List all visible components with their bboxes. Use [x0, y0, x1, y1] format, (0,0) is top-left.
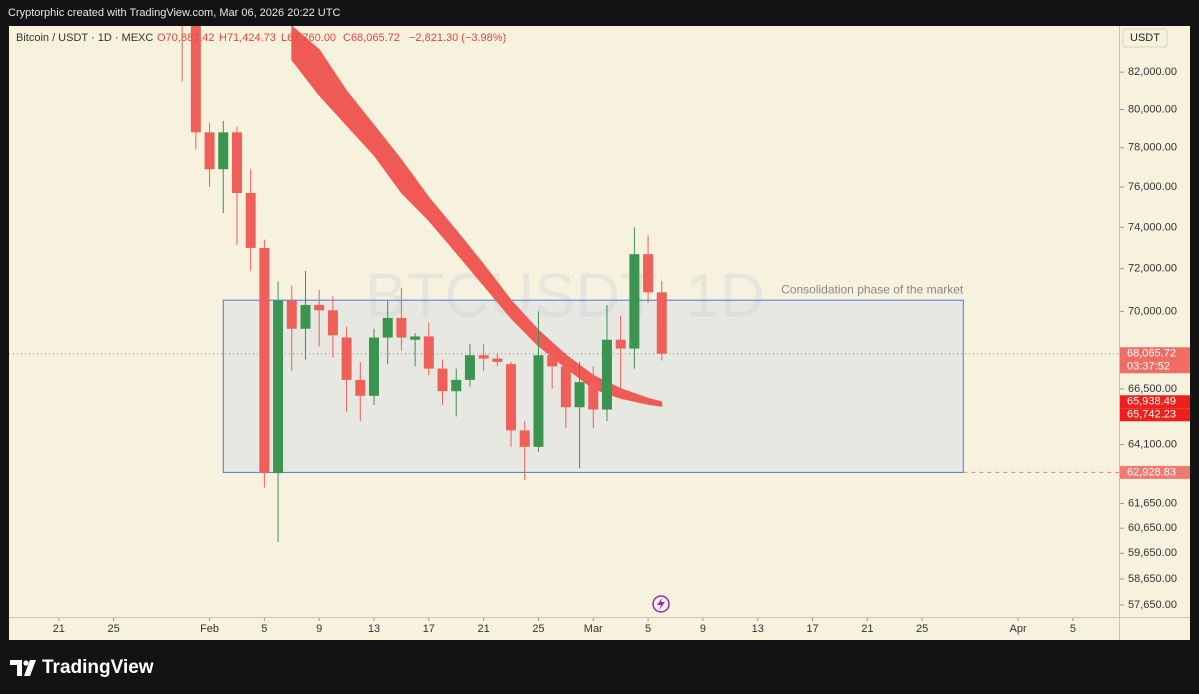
time-axis	[9, 618, 1190, 640]
candle-body	[245, 193, 256, 248]
x-tick-label: 5	[645, 623, 651, 635]
candle-body	[231, 132, 242, 194]
brand: TradingView	[42, 657, 154, 678]
y-tick-label: 64,100.00	[1128, 438, 1177, 450]
candle-body	[300, 304, 311, 329]
candle-body	[492, 358, 503, 362]
candle-body	[629, 254, 640, 349]
candle-body	[560, 366, 571, 408]
candle-body	[190, 26, 201, 133]
y-tick-label: 60,650.00	[1128, 522, 1177, 534]
price-marker-label: 65,742.23	[1127, 409, 1176, 421]
candle-body	[656, 292, 667, 354]
candle-body	[519, 430, 530, 447]
ohlc-close: C68,065.72	[343, 32, 400, 44]
price-marker	[1120, 408, 1190, 422]
y-tick-label: 70,000.00	[1128, 305, 1177, 317]
x-tick-label: 25	[108, 623, 120, 635]
candle-body	[601, 339, 612, 410]
candle-body	[382, 317, 393, 338]
x-tick-label: Feb	[200, 623, 219, 635]
candle-body	[410, 336, 421, 340]
ohlc-change: −2,821.30 (−3.98%)	[409, 32, 506, 44]
candle-body	[423, 336, 434, 369]
currency-box	[1122, 28, 1168, 48]
x-tick-label: 13	[368, 623, 380, 635]
candle-body	[547, 355, 558, 367]
caption: Cryptorphic created with TradingView.com…	[8, 7, 340, 19]
candle-body	[615, 339, 626, 349]
candle-body	[588, 382, 599, 410]
y-tick-label: 76,000.00	[1128, 181, 1177, 193]
candle-body	[314, 304, 325, 311]
y-tick-label: 78,000.00	[1128, 142, 1177, 154]
candle-body	[286, 300, 297, 329]
ohlc-low: L67,760.00	[281, 32, 336, 44]
x-tick-label: 5	[1070, 623, 1076, 635]
event-icon-bolt	[657, 598, 665, 610]
candle-body	[464, 355, 475, 380]
x-tick-label: 25	[532, 623, 544, 635]
candle-body	[273, 300, 284, 474]
candle-body	[396, 317, 407, 338]
y-tick-label: 57,650.00	[1128, 599, 1177, 611]
y-tick-label: 66,500.00	[1128, 383, 1177, 395]
candle-body	[437, 368, 448, 392]
x-tick-label: 9	[316, 623, 322, 635]
candle-body	[369, 337, 379, 396]
watermark: BTCUSDT, 1D	[365, 261, 765, 330]
y-tick-label: 72,000.00	[1128, 263, 1177, 275]
x-tick-label: 17	[423, 623, 435, 635]
y-tick-label: 58,650.00	[1128, 573, 1177, 585]
y-tick-label: 59,650.00	[1128, 547, 1177, 559]
box-label: Consolidation phase of the market	[781, 282, 964, 296]
candle-body	[574, 382, 585, 408]
event-icon[interactable]	[652, 595, 670, 613]
brand-logo-dot	[23, 660, 29, 666]
y-tick-label: 61,650.00	[1128, 497, 1177, 509]
y-tick-label: 80,000.00	[1128, 103, 1177, 115]
plot: Consolidation phase of the market	[9, 26, 1119, 542]
x-tick-label: 13	[752, 623, 764, 635]
candle-body	[643, 254, 654, 293]
price-marker-label: 68,065.72	[1127, 348, 1176, 360]
ohlc-open: O70,887.42	[157, 32, 215, 44]
x-tick-label: 5	[261, 623, 267, 635]
x-tick-label: 21	[861, 623, 873, 635]
y-tick-label: 74,000.00	[1128, 221, 1177, 233]
price-marker	[1120, 395, 1190, 409]
axes: 82,000.00 80,000.00 78,000.00 76,000.00 74,0…	[53, 66, 1190, 635]
price-marker	[1120, 465, 1190, 479]
symbol-title: Bitcoin / USDT · 1D · MEXC	[16, 32, 153, 44]
x-tick-label: 25	[916, 623, 928, 635]
x-tick-label: Apr	[1010, 623, 1027, 635]
y-tick-label: 82,000.00	[1128, 66, 1177, 78]
candle-body	[506, 364, 517, 431]
currency: USDT	[1130, 32, 1160, 44]
candle-body	[218, 132, 229, 170]
candle-body	[341, 337, 352, 380]
candle-body	[533, 355, 544, 447]
brand-logo	[10, 660, 36, 676]
x-tick-label: 17	[806, 623, 818, 635]
candle-body	[327, 310, 338, 336]
price-marker-label: 65,938.49	[1127, 396, 1176, 408]
candle-body	[355, 379, 366, 396]
candle-body	[451, 379, 462, 392]
price-marker-countdown: 03:37:52	[1127, 361, 1170, 373]
indicator-band	[291, 26, 663, 407]
price-marker	[1120, 347, 1190, 374]
x-tick-label: Mar	[584, 623, 603, 635]
ohlc-high: H71,424.73	[219, 32, 276, 44]
candle-body	[478, 355, 489, 359]
price-axis	[1120, 26, 1190, 617]
x-tick-label: 21	[53, 623, 65, 635]
x-tick-label: 21	[478, 623, 490, 635]
candle-body	[259, 247, 270, 474]
x-tick-label: 9	[700, 623, 706, 635]
candle-body	[204, 132, 215, 170]
price-marker-label: 62,928.83	[1127, 466, 1176, 478]
